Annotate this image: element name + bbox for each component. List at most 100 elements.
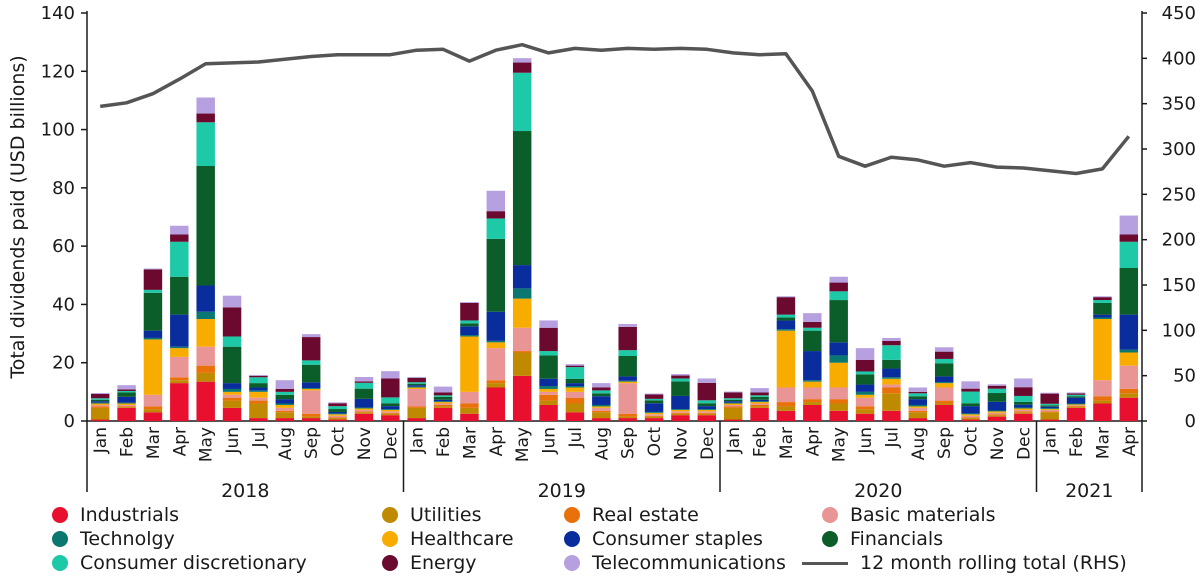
bar-segment — [618, 418, 637, 421]
bar-segment — [301, 337, 321, 361]
bar-segment — [1093, 317, 1112, 319]
bar-segment — [249, 374, 268, 376]
bar-segment — [750, 388, 769, 393]
bar-segment — [381, 397, 400, 404]
bar-segment — [644, 414, 664, 416]
bar-segment — [117, 407, 136, 408]
bar-segment — [882, 387, 901, 394]
bar-segment — [565, 365, 585, 368]
legend-item: 12 month rolling total (RHS) — [802, 551, 1127, 575]
bar-segment — [671, 412, 690, 414]
bar-segment — [803, 330, 822, 352]
bar-segment — [1119, 241, 1139, 268]
bar-segment — [1014, 408, 1033, 410]
bar-segment — [934, 358, 954, 364]
bar-segment — [882, 345, 901, 360]
bar-segment — [592, 393, 611, 397]
bar-segment — [671, 409, 690, 410]
bar-segment — [1119, 349, 1139, 353]
legend-item: Technolgy — [52, 527, 175, 551]
bar-segment — [987, 410, 1007, 412]
legend-label: Utilities — [410, 504, 482, 526]
bar-segment — [565, 367, 585, 379]
month-label: Jan — [91, 427, 111, 454]
bar-segment — [750, 399, 769, 402]
bar-segment — [328, 402, 347, 404]
bar-segment — [460, 323, 479, 327]
bar-segment — [644, 400, 664, 404]
bar-segment — [328, 414, 347, 416]
month-label: Feb — [1067, 427, 1087, 457]
bar-segment — [961, 419, 980, 421]
bar-segment — [1066, 406, 1086, 408]
bar-segment — [1040, 409, 1059, 410]
bar-segment — [1040, 412, 1059, 420]
bar-segment — [829, 282, 848, 292]
bar-segment — [117, 407, 136, 421]
bar-segment — [618, 376, 637, 381]
legend-label: Consumer discretionary — [80, 552, 307, 574]
bar-segment — [512, 265, 532, 289]
bar-segment — [934, 403, 954, 405]
bar-segment — [934, 387, 954, 401]
y2-tick-label: 150 — [1162, 275, 1196, 296]
bar-segment — [486, 211, 506, 219]
bar-segment — [750, 396, 769, 400]
bar-segment — [249, 418, 268, 421]
bar-segment — [592, 406, 611, 408]
bar-segment — [1093, 319, 1112, 381]
bar-segment — [90, 419, 110, 421]
legend-label: Technolgy — [80, 528, 175, 550]
bar-segment — [723, 407, 743, 420]
bar-segment — [196, 311, 215, 319]
month-label: Sep — [302, 427, 322, 459]
bar-segment — [803, 399, 822, 403]
bar-segment — [460, 326, 479, 336]
bar-segment — [987, 388, 1007, 394]
bar-segment — [961, 417, 980, 419]
bar-segment — [1066, 403, 1086, 405]
bar-segment — [908, 399, 928, 405]
bar-segment — [170, 380, 189, 384]
bar-segment — [803, 381, 822, 388]
bar-segment — [1066, 392, 1086, 394]
bar-segment — [750, 406, 769, 408]
bar-segment — [328, 419, 347, 421]
bar-segment — [1119, 352, 1139, 366]
bar-segment — [143, 292, 163, 331]
bar-segment — [697, 382, 717, 401]
bar-segment — [407, 385, 426, 387]
bar-segment — [1066, 404, 1086, 406]
bar-segment — [1040, 392, 1059, 394]
month-label: Oct — [645, 427, 665, 457]
month-label: Feb — [434, 427, 454, 457]
bar-segment — [222, 397, 242, 401]
bar-segment — [908, 410, 928, 413]
bar-segment — [539, 400, 558, 405]
bar-segment — [750, 403, 769, 405]
bar-segment — [565, 412, 585, 421]
bar-segment — [249, 387, 268, 391]
bar-segment — [433, 399, 453, 402]
bar-segment — [460, 391, 479, 404]
bar-segment — [354, 398, 374, 408]
year-label: 2018 — [221, 480, 269, 500]
bar-segment — [697, 413, 717, 416]
bar-segment — [1066, 396, 1086, 398]
bar-segment — [618, 383, 637, 414]
bar-segment — [750, 401, 769, 403]
bar-segment — [565, 391, 585, 398]
bar-segment — [908, 387, 928, 392]
month-label: Dec — [381, 427, 401, 460]
bar-segment — [170, 234, 189, 242]
bar-segment — [1066, 407, 1086, 408]
bar-segment — [143, 394, 163, 407]
month-label: Jul — [566, 427, 586, 449]
bar-segment — [196, 166, 215, 286]
bar-segment — [644, 398, 664, 401]
bar-segment — [170, 276, 189, 315]
bar-segment — [723, 406, 743, 408]
month-label: Jan — [724, 427, 744, 454]
legend-item: Real estate — [564, 503, 699, 527]
legend-swatch — [52, 555, 68, 571]
